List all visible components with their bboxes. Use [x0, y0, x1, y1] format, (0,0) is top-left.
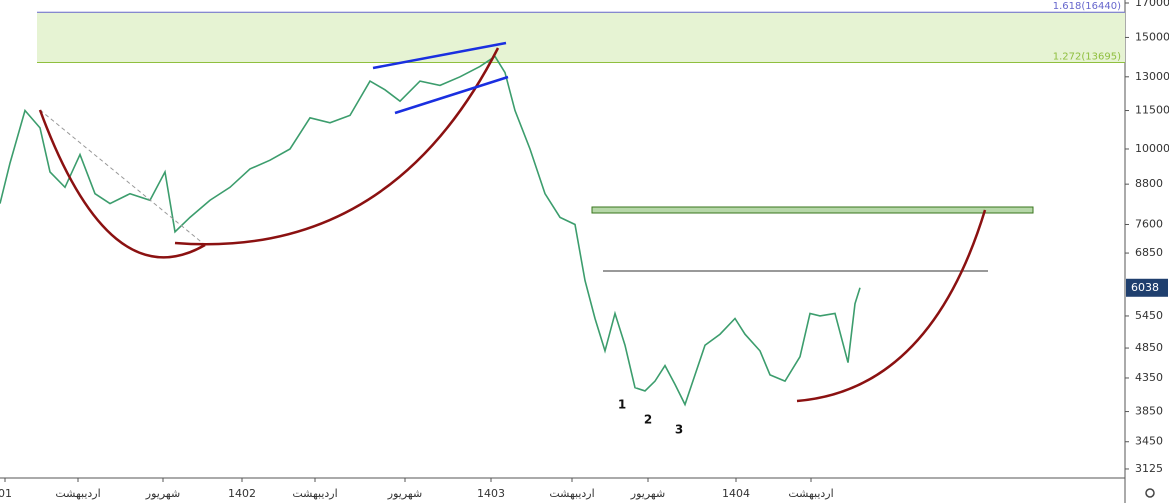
wave-label: 1: [618, 398, 626, 412]
x-tick-label: شهریور: [387, 487, 422, 500]
x-tick-label: 1402: [228, 487, 256, 500]
y-tick-label: 5450: [1135, 309, 1163, 322]
x-tick-label: 1404: [722, 487, 750, 500]
y-tick-label: 7600: [1135, 217, 1163, 230]
x-tick-label: 1403: [477, 487, 505, 500]
cup-right: [174, 47, 500, 246]
wave-label: 2: [644, 413, 652, 427]
y-tick-label: 15000: [1135, 30, 1169, 43]
fib-label: 1.272(13695): [1053, 51, 1121, 62]
wedge-bottom: [394, 75, 509, 115]
y-tick-label: 4350: [1135, 371, 1163, 384]
y-tick-label: 13000: [1135, 70, 1169, 83]
y-tick-label: 8800: [1135, 177, 1163, 190]
x-tick-label: اردیبهشت: [549, 487, 594, 500]
x-tick-label: اردیبهشت: [55, 487, 100, 500]
trend-dashed: [39, 109, 206, 246]
target-zone: [591, 206, 1034, 214]
drawings: [38, 41, 1155, 498]
cup-left: [38, 109, 206, 259]
x-tick-label: اردیبهشت: [788, 487, 833, 500]
x-tick-label: اردیبهشت: [292, 487, 337, 500]
x-tick-label: شهریور: [145, 487, 180, 500]
y-tick-label: 3850: [1135, 405, 1163, 418]
y-tick-label: 17000: [1135, 0, 1169, 9]
settings-icon[interactable]: [1145, 488, 1155, 498]
price-badge: [1126, 278, 1168, 297]
y-tick-label: 3125: [1135, 462, 1163, 475]
price-badge-label: 6038: [1131, 281, 1159, 294]
projection-curve: [796, 209, 987, 403]
wave-label: 3: [675, 423, 683, 437]
fib-zone: [37, 12, 1125, 63]
y-tick-label: 4850: [1135, 341, 1163, 354]
y-tick-label: 11500: [1135, 104, 1169, 117]
x-tick-label: 01: [0, 487, 12, 500]
y-tick-label: 10000: [1135, 142, 1169, 155]
x-tick-label: شهریور: [630, 487, 665, 500]
y-tick-label: 3450: [1135, 435, 1163, 448]
fib-label: 1.618(16440): [1053, 1, 1121, 12]
y-tick-label: 6850: [1135, 246, 1163, 259]
wedge-top: [372, 41, 507, 70]
price-line: [0, 55, 861, 407]
